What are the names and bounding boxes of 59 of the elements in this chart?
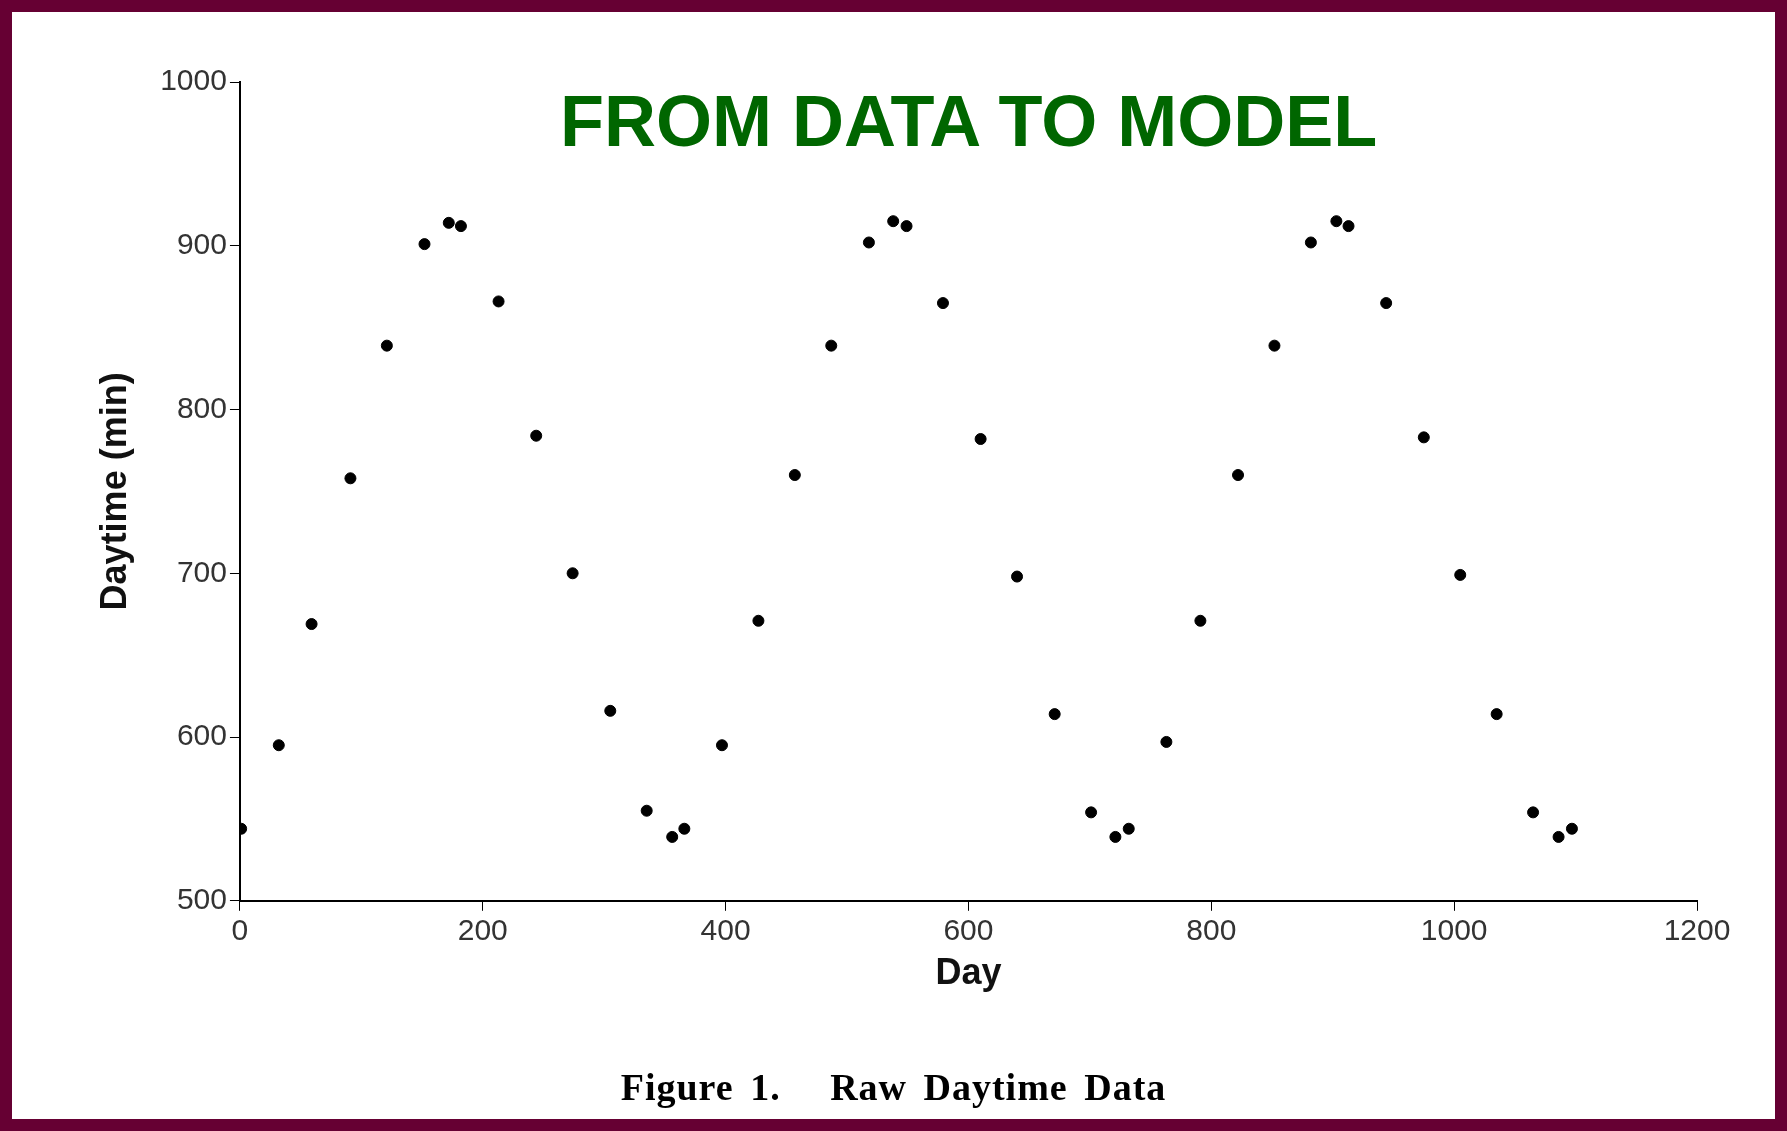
- point: [900, 220, 913, 233]
- point: [1085, 806, 1098, 819]
- point: [1194, 614, 1207, 627]
- point: [862, 236, 875, 249]
- caption: Figure 1. Raw Daytime Data: [619, 1065, 1168, 1109]
- x-tick-label: 600: [943, 913, 994, 947]
- point: [1304, 236, 1317, 249]
- point: [272, 739, 285, 752]
- y-tick-label: 1000: [160, 63, 227, 97]
- point: [666, 830, 679, 843]
- point: [1330, 215, 1343, 228]
- point: [715, 739, 728, 752]
- point: [604, 704, 617, 717]
- point: [1109, 830, 1122, 843]
- point: [1342, 220, 1355, 233]
- x-tick-label: 800: [1186, 913, 1237, 947]
- point: [442, 216, 455, 229]
- point: [418, 238, 431, 251]
- y-tick-label: 600: [176, 718, 227, 752]
- point: [1565, 822, 1578, 835]
- point: [752, 614, 765, 627]
- y-tick-label: 700: [176, 554, 227, 588]
- point: [1527, 806, 1540, 819]
- point: [1048, 708, 1061, 721]
- point: [454, 220, 467, 233]
- y-tick-label: 900: [176, 227, 227, 261]
- chart-title: FROM DATA TO MODEL: [560, 80, 1378, 162]
- point: [1380, 297, 1393, 310]
- point: [678, 822, 691, 835]
- y-tick-label: 500: [176, 882, 227, 916]
- point: [825, 339, 838, 352]
- point: [1122, 822, 1135, 835]
- point: [380, 339, 393, 352]
- point: [1268, 339, 1281, 352]
- point: [1417, 431, 1430, 444]
- point: [1232, 469, 1245, 482]
- y-tick-label: 800: [176, 390, 227, 424]
- point: [1552, 830, 1565, 843]
- point: [974, 433, 987, 445]
- y-axis-title: Daytime (min): [92, 372, 134, 611]
- x-tick-label: 1000: [1420, 913, 1488, 947]
- point: [936, 297, 949, 310]
- point: [887, 215, 900, 228]
- x-axis-title: Day: [935, 951, 1002, 993]
- point: [1490, 708, 1503, 721]
- point: [344, 472, 357, 485]
- x-tick-label: 0: [231, 913, 249, 947]
- point: [566, 567, 579, 580]
- x-tick-label: 400: [700, 913, 751, 947]
- point: [530, 429, 543, 442]
- x-tick-label: 200: [457, 913, 508, 947]
- point: [1011, 570, 1024, 583]
- x-tick-label: 1200: [1663, 913, 1731, 947]
- point: [492, 295, 505, 308]
- point: [305, 618, 318, 631]
- point: [1160, 735, 1173, 748]
- point: [788, 469, 801, 482]
- point: [1454, 568, 1467, 581]
- point: [640, 804, 653, 817]
